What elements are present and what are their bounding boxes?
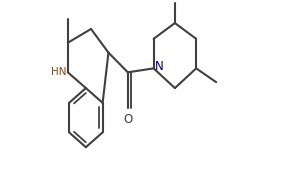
Text: HN: HN	[51, 67, 67, 77]
Text: O: O	[123, 113, 132, 126]
Text: N: N	[155, 60, 164, 73]
